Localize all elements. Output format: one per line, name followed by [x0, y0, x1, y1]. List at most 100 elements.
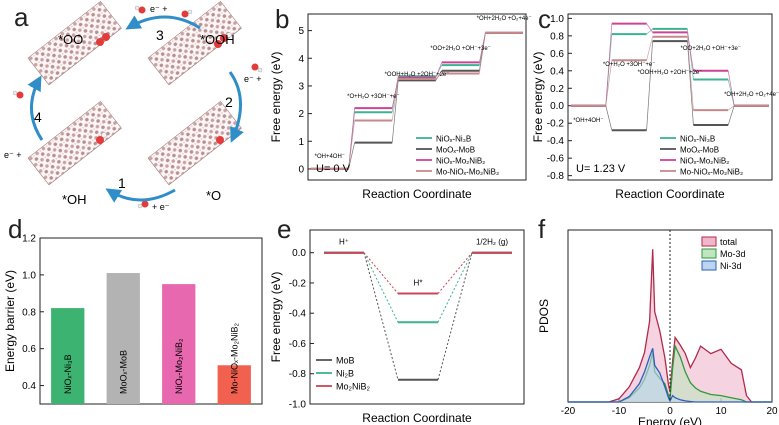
adsorbate-oo	[96, 33, 110, 46]
energy-connector	[391, 80, 399, 143]
step-label: *OH+4OH⁻	[315, 154, 345, 160]
step-label: *OH+2H₂O +O₂+4e⁻	[477, 16, 532, 22]
y-tick-label: -1.0	[289, 400, 307, 411]
energy-connector	[727, 105, 735, 111]
panel-e-her-free-energy: -1.0 -0.8 -0.6 -0.4 -0.2 0.0 Reaction Coordina…	[269, 229, 525, 425]
adsorbate-oh	[96, 132, 107, 144]
electron-label-4: e⁻ +	[4, 150, 22, 160]
state-label: H*	[414, 279, 423, 288]
pdos-area	[568, 249, 772, 402]
y-tick-label: -0.4	[547, 136, 565, 147]
intermediate-oo: *OO	[58, 32, 83, 47]
plot-frame	[309, 229, 525, 405]
intermediate-oh: *OH	[62, 192, 87, 207]
energy-connector	[687, 36, 694, 111]
y-tick-label: -0.6	[289, 339, 307, 350]
energy-connector	[646, 28, 653, 35]
x-axis-label: Reaction Coordinate	[615, 187, 725, 201]
electron-label-2: e⁻ +	[244, 74, 262, 84]
legend-entry: Ni-3d	[720, 261, 742, 271]
energy-connector	[435, 73, 443, 80]
plot-frame	[307, 13, 527, 181]
y-axis-label: Energy barrier (eV)	[3, 270, 17, 372]
energy-connector	[687, 32, 694, 71]
intermediate-ooh: *OOH	[200, 32, 235, 47]
legend-entry: NiOₓ-Mo₂NiB₂	[436, 157, 485, 166]
legend-swatch	[701, 236, 717, 247]
panel-letter-a: a	[14, 2, 29, 32]
y-tick-label: -0.8	[547, 171, 565, 182]
x-tick-label: 20	[766, 406, 778, 417]
slab-oo	[27, 0, 122, 86]
energy-connector	[348, 142, 355, 170]
legend-entry: Mo-3d	[720, 249, 746, 259]
energy-connector	[391, 78, 399, 121]
slab-ooh	[147, 0, 242, 86]
x-axis-label: Reaction Coordinate	[362, 187, 472, 201]
energy-connector	[363, 252, 399, 323]
y-tick-label: -0.2	[289, 278, 307, 289]
x-axis-label: Energy (eV)	[638, 415, 702, 425]
cycle-arrow-2	[228, 71, 244, 143]
adsorbate-o	[216, 136, 224, 144]
x-tick-label: -10	[612, 406, 627, 417]
y-tick-label: 1.2	[22, 234, 36, 245]
legend-entry: MoOₓ-MoB	[680, 146, 719, 155]
potential-annotation: U= 0 V	[316, 163, 351, 175]
step-number-1: 1	[118, 175, 126, 191]
cycle-arrow-1	[105, 188, 176, 203]
step-label: *OH+2H₂O +O₂+4e⁻	[724, 92, 779, 98]
energy-connector	[437, 252, 473, 323]
panel-letter-b: b	[275, 4, 290, 34]
y-tick-label: 1.0	[550, 14, 564, 25]
energy-connector	[348, 120, 355, 169]
pdos-line	[568, 348, 772, 403]
y-axis-label: Free energy (eV)	[269, 52, 283, 143]
plot-frame	[567, 13, 773, 181]
y-tick-label: 0.4	[22, 381, 36, 392]
step-label: *O+H₂O +3OH⁻+e⁻	[603, 62, 656, 68]
energy-connector	[363, 252, 399, 380]
panel-b-energy-diagram-0V: 0 1 2 3 4 5 Reaction Coordinate Free energy (eV…	[269, 13, 532, 201]
y-tick-label: 0.2	[550, 84, 564, 95]
energy-connector	[605, 105, 613, 131]
state-label: 1/2H₂ (g)	[476, 238, 508, 247]
bar	[51, 308, 85, 404]
bar-category-label: NiOₓ-Ni₃B	[63, 354, 73, 394]
step-number-3: 3	[156, 27, 164, 43]
pdos-line	[568, 249, 772, 403]
panel-letter-f: f	[538, 214, 546, 244]
y-axis-label: Free energy (eV)	[532, 52, 545, 143]
y-tick-label: 0.8	[550, 31, 564, 42]
x-tick-label: 0	[667, 406, 673, 417]
energy-connector	[437, 252, 473, 294]
legend-entry: Mo-NiOₓ-Mo₂NiB₂	[436, 168, 499, 177]
energy-connector	[605, 60, 613, 106]
step-label: *OO+2H₂O +OH⁻+3e⁻	[430, 46, 491, 52]
y-tick-label: 0	[298, 164, 304, 175]
y-tick-label: 0.6	[22, 344, 36, 355]
panel-letter-c: c	[538, 4, 551, 34]
panel-letter-e: e	[277, 214, 292, 244]
step-label: *OH+4OH⁻	[573, 118, 603, 124]
energy-connector	[727, 70, 735, 106]
y-tick-label: 3	[298, 81, 304, 92]
step-number-2: 2	[225, 94, 233, 110]
electron-label-1: + e⁻	[152, 202, 170, 212]
electron-label-3: e⁻ +	[150, 4, 168, 14]
cycle-arrow-3	[125, 15, 201, 30]
y-axis-label: PDOS	[537, 299, 551, 333]
x-tick-label: 10	[715, 406, 727, 417]
energy-connector	[435, 62, 443, 78]
panel-a-reaction-cycle: 3 2 1 4 *OO *OOH *O *OH e⁻ + e⁻ + + e⁻ e…	[4, 0, 263, 212]
y-tick-label: 0.4	[550, 66, 564, 77]
x-axis-label: Reaction Coordinate	[362, 411, 472, 425]
bar-category-label: NiOₓ-Mo₂NiB₂	[174, 338, 184, 394]
y-tick-label: -0.2	[547, 119, 565, 130]
y-tick-label: 2	[298, 109, 304, 120]
cycle-arrow-4	[27, 75, 44, 141]
legend-entry: NiOₓ-Mo₂NiB₂	[680, 157, 729, 166]
energy-connector	[646, 23, 653, 33]
step-label: *OOH+H₂O +2OH⁻+2e⁻	[638, 70, 703, 76]
y-tick-label: 1	[298, 137, 304, 148]
